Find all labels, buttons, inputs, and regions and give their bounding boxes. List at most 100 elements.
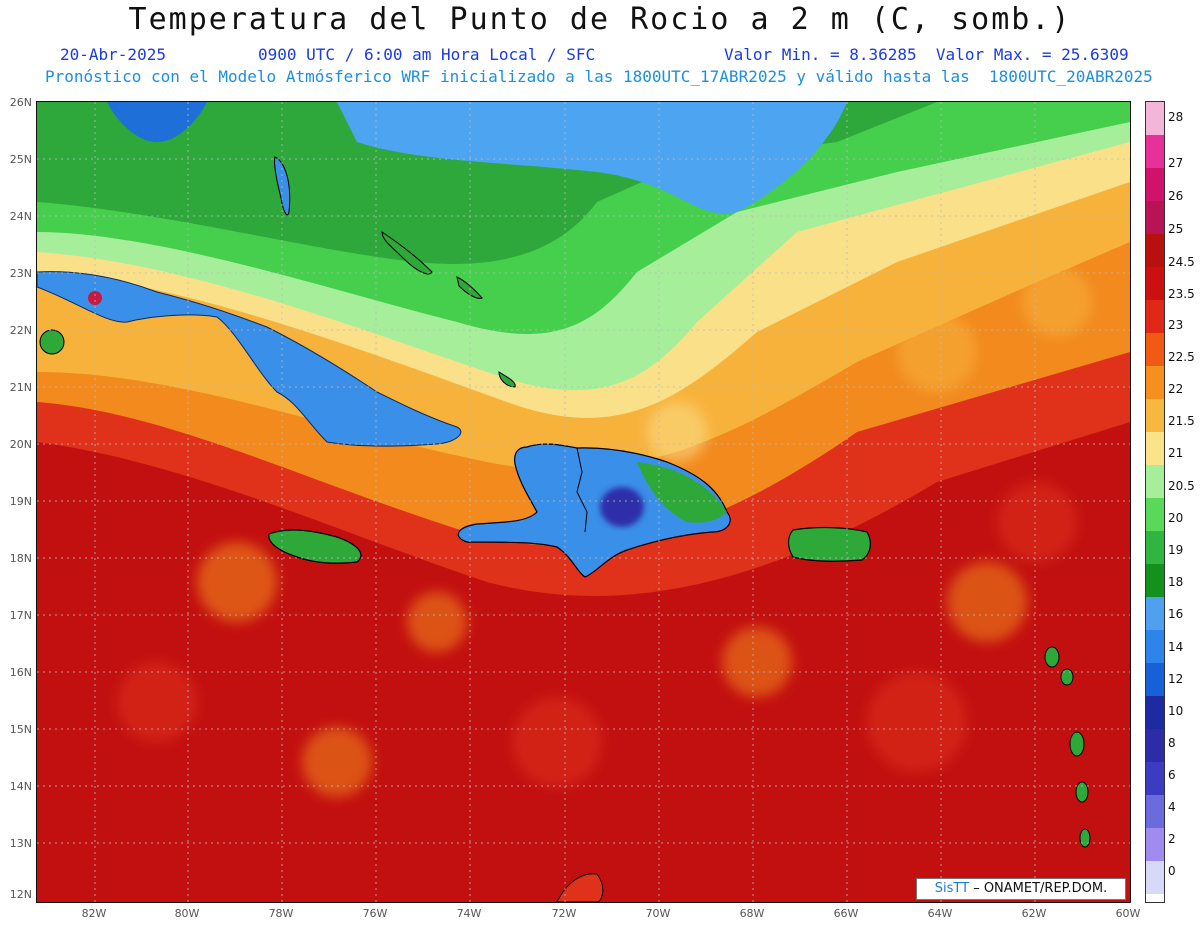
- legend-swatch: [1146, 333, 1164, 366]
- legend-label: 20: [1168, 511, 1184, 525]
- legend-label: 6: [1168, 768, 1176, 782]
- legend-label: 23.5: [1168, 287, 1195, 301]
- legend-swatch: [1146, 201, 1164, 234]
- lat-label-21n: 21N: [9, 381, 32, 394]
- legend-label: 12: [1168, 672, 1184, 686]
- legend-label: 4: [1168, 800, 1176, 814]
- color-scale-legend: [1145, 101, 1165, 903]
- legend-swatch: [1146, 135, 1164, 168]
- lon-label-66w: 66W: [833, 907, 859, 920]
- lon-label-76w: 76W: [362, 907, 388, 920]
- lon-label-74w: 74W: [456, 907, 482, 920]
- legend-label: 0: [1168, 864, 1176, 878]
- credit-badge: SisTT – ONAMET/REP.DOM.: [916, 878, 1126, 900]
- hotspot-havana: [88, 291, 102, 305]
- legend-swatch: [1146, 432, 1164, 465]
- legend-swatch: [1146, 696, 1164, 729]
- lat-label-12n: 12N: [9, 888, 32, 901]
- legend-swatch: [1146, 498, 1164, 531]
- legend-swatch: [1146, 300, 1164, 333]
- lat-label-23n: 23N: [9, 267, 32, 280]
- legend-swatch: [1146, 267, 1164, 300]
- contour-16-north: [337, 102, 847, 214]
- lat-label-20n: 20N: [9, 438, 32, 451]
- jamaica-island: [268, 529, 362, 564]
- isla-juventud: [39, 329, 65, 355]
- lon-label-80w: 80W: [174, 907, 200, 920]
- lon-label-62w: 62W: [1021, 907, 1047, 920]
- lon-label-68w: 68W: [739, 907, 765, 920]
- forecast-time: 0900 UTC / 6:00 am Hora Local / SFC: [258, 45, 596, 64]
- legend-swatch: [1146, 663, 1164, 696]
- lat-label-14n: 14N: [9, 780, 32, 793]
- legend-swatch: [1146, 168, 1164, 201]
- legend-label: 24.5: [1168, 255, 1195, 269]
- legend-swatch: [1146, 366, 1164, 399]
- credit-brand: SisTT: [934, 881, 970, 896]
- hispaniola-cordillera-low: [600, 487, 644, 527]
- lon-label-78w: 78W: [268, 907, 294, 920]
- model-info: Pronóstico con el Modelo Atmósferico WRF…: [45, 67, 1153, 86]
- map-canvas: [37, 102, 1130, 902]
- legend-label: 16: [1168, 607, 1184, 621]
- legend-swatch: [1146, 531, 1164, 564]
- legend-swatch: [1146, 102, 1164, 135]
- legend-swatch: [1146, 597, 1164, 630]
- legend-label: 19: [1168, 543, 1184, 557]
- lat-label-24n: 24N: [9, 210, 32, 223]
- lat-label-17n: 17N: [9, 609, 32, 622]
- contour-14-north: [107, 102, 207, 142]
- legend-label: 10: [1168, 704, 1184, 718]
- cuba-island: [37, 271, 462, 447]
- dewpoint-map: [36, 101, 1131, 903]
- legend-swatch: [1146, 465, 1164, 498]
- legend-label: 21.5: [1168, 414, 1195, 428]
- legend-swatch: [1146, 564, 1164, 597]
- noise-texture: [117, 267, 1092, 797]
- legend-label: 22.5: [1168, 350, 1195, 364]
- puerto-rico-island: [787, 526, 872, 562]
- lat-label-18n: 18N: [9, 552, 32, 565]
- hispaniola-east-green: [637, 462, 727, 523]
- forecast-date: 20-Abr-2025: [60, 45, 166, 64]
- legend-swatch: [1146, 861, 1164, 894]
- legend-label: 22: [1168, 382, 1184, 396]
- legend-swatch: [1146, 762, 1164, 795]
- legend-label: 21: [1168, 446, 1184, 460]
- graticule: [37, 102, 1130, 902]
- legend-label: 14: [1168, 640, 1184, 654]
- legend-label: 25: [1168, 222, 1184, 236]
- legend-label: 27: [1168, 156, 1184, 170]
- lat-label-25n: 25N: [9, 153, 32, 166]
- legend-label: 18: [1168, 575, 1184, 589]
- legend-swatch: [1146, 729, 1164, 762]
- lat-label-19n: 19N: [9, 495, 32, 508]
- lon-label-60w: 60W: [1115, 907, 1141, 920]
- lat-label-16n: 16N: [9, 666, 32, 679]
- legend-label: 28: [1168, 110, 1184, 124]
- page-title: Temperatura del Punto de Rocio a 2 m (C,…: [128, 2, 1072, 37]
- lat-label-22n: 22N: [9, 324, 32, 337]
- lon-label-72w: 72W: [551, 907, 577, 920]
- lat-label-13n: 13N: [9, 837, 32, 850]
- legend-swatch: [1146, 630, 1164, 663]
- legend-label: 8: [1168, 736, 1176, 750]
- legend-swatch: [1146, 828, 1164, 861]
- bahamas-islands: [274, 156, 516, 388]
- legend-swatch: [1146, 795, 1164, 828]
- lat-label-15n: 15N: [9, 723, 32, 736]
- legend-label: 20.5: [1168, 479, 1195, 493]
- haiti-dr-border: [576, 447, 588, 533]
- lon-label-70w: 70W: [645, 907, 671, 920]
- lon-label-64w: 64W: [927, 907, 953, 920]
- lat-label-26n: 26N: [9, 96, 32, 109]
- south-america-coast: [556, 873, 604, 902]
- legend-label: 23: [1168, 318, 1184, 332]
- lon-label-82w: 82W: [81, 907, 107, 920]
- legend-label: 26: [1168, 189, 1184, 203]
- credit-text: – ONAMET/REP.DOM.: [969, 881, 1108, 896]
- legend-swatch: [1146, 399, 1164, 432]
- legend-label: 2: [1168, 832, 1176, 846]
- value-range: Valor Min. = 8.36285 Valor Max. = 25.630…: [724, 45, 1129, 64]
- legend-swatch: [1146, 234, 1164, 267]
